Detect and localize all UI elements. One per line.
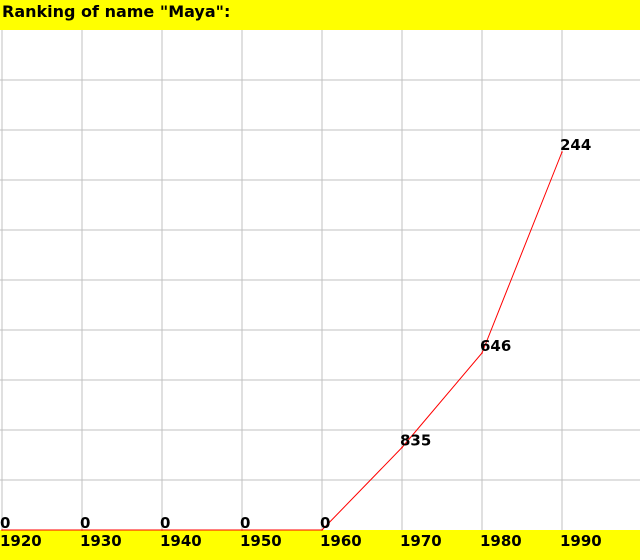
x-tick-label: 1940 <box>160 532 202 550</box>
data-point <box>161 529 163 531</box>
data-point <box>81 529 83 531</box>
x-axis-bar <box>0 530 640 560</box>
x-tick-label: 1960 <box>320 532 362 550</box>
data-label: 0 <box>160 514 170 532</box>
data-point <box>561 151 563 153</box>
data-label: 0 <box>80 514 90 532</box>
x-tick-label: 1920 <box>0 532 42 550</box>
data-point <box>1 529 3 531</box>
x-tick-label: 1990 <box>560 532 602 550</box>
data-point <box>321 529 323 531</box>
x-tick-label: 1950 <box>240 532 282 550</box>
x-tick-label: 1930 <box>80 532 122 550</box>
data-label: 0 <box>320 514 330 532</box>
series-line <box>2 151 563 531</box>
data-label: 835 <box>400 432 431 450</box>
title-bar: Ranking of name "Maya": <box>0 0 640 30</box>
data-point <box>481 352 483 354</box>
chart-title: Ranking of name "Maya": <box>2 2 231 21</box>
data-point <box>401 446 403 449</box>
data-label: 244 <box>560 136 591 154</box>
data-label: 0 <box>0 514 10 532</box>
x-tick-label: 1970 <box>400 532 442 550</box>
x-tick-label: 1980 <box>480 532 522 550</box>
data-point <box>241 529 243 531</box>
data-label: 0 <box>240 514 250 532</box>
data-label: 646 <box>480 337 511 355</box>
